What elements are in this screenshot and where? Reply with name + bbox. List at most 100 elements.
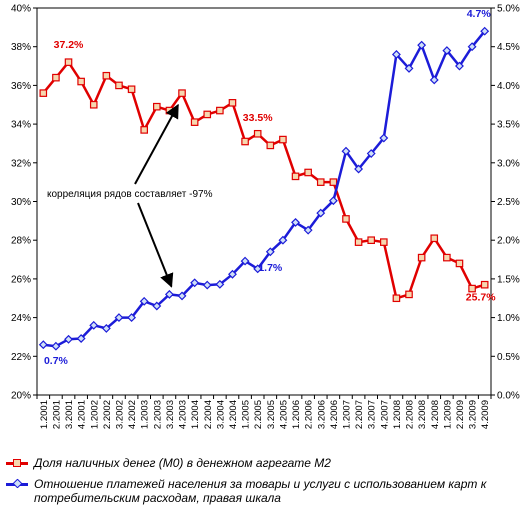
data-label: 4.7% xyxy=(467,8,492,20)
correlation-callout: корреляция рядов составляет -97% xyxy=(47,189,213,200)
data-point-card-ratio xyxy=(253,264,263,274)
x-axis-tick-label: 3.2004 xyxy=(215,400,226,429)
x-axis-tick-label: 2.2003 xyxy=(152,400,163,429)
data-label: 25.7% xyxy=(466,292,496,304)
x-axis-tick-label: 2.2009 xyxy=(455,400,466,429)
data-point-card-ratio xyxy=(152,301,162,311)
data-point-card-ratio xyxy=(38,340,48,350)
legend: Доля наличных денег (М0) в денежном агре… xyxy=(6,456,521,505)
x-axis-tick-label: 1.2005 xyxy=(241,400,252,429)
data-point-card-ratio xyxy=(404,63,414,73)
data-point-cash-share xyxy=(392,294,401,303)
data-point-card-ratio xyxy=(114,313,124,323)
legend-swatch-red xyxy=(6,456,28,470)
data-point-cash-share xyxy=(165,106,174,115)
left-axis-tick-label: 20% xyxy=(11,391,31,402)
data-point-card-ratio xyxy=(240,256,250,266)
data-point-cash-share xyxy=(405,290,413,299)
left-axis-tick-label: 30% xyxy=(11,197,31,208)
data-point-card-ratio xyxy=(455,61,464,71)
data-label: 1.7% xyxy=(258,262,283,274)
x-axis-tick-label: 2.2007 xyxy=(354,400,365,429)
data-point-cash-share xyxy=(417,253,426,262)
x-axis-tick-label: 3.2008 xyxy=(417,400,428,429)
data-point-cash-share xyxy=(203,110,212,119)
data-label: 37.2% xyxy=(54,39,84,51)
x-axis-tick-label: 1.2009 xyxy=(442,400,453,429)
x-axis-tick-label: 4.2008 xyxy=(430,400,441,429)
data-point-card-ratio xyxy=(139,296,149,306)
x-axis-tick-label: 2.2008 xyxy=(405,400,416,429)
data-point-card-ratio xyxy=(328,196,338,206)
x-axis-tick-label: 3.2005 xyxy=(266,400,277,429)
data-point-card-ratio xyxy=(379,133,389,143)
data-label: 33.5% xyxy=(243,112,273,124)
data-point-cash-share xyxy=(241,137,249,146)
data-point-cash-share xyxy=(253,129,262,138)
x-axis-tick-label: 2.2005 xyxy=(253,400,264,429)
left-axis-tick-label: 26% xyxy=(11,274,31,285)
data-point-cash-share xyxy=(89,100,98,109)
x-axis-tick-label: 2.2001 xyxy=(51,400,62,429)
data-point-cash-share xyxy=(468,284,476,293)
data-point-card-ratio xyxy=(51,341,61,351)
data-point-cash-share xyxy=(380,238,388,246)
data-point-card-ratio xyxy=(354,164,364,174)
data-point-cash-share xyxy=(430,234,439,243)
data-point-card-ratio xyxy=(190,278,200,288)
data-point-cash-share xyxy=(52,73,60,82)
data-point-card-ratio xyxy=(480,26,490,36)
data-point-cash-share xyxy=(291,172,300,181)
right-axis-tick-label: 4.0% xyxy=(497,81,520,92)
x-axis-tick-label: 2.2002 xyxy=(102,400,113,429)
left-axis-tick-label: 24% xyxy=(11,313,31,324)
data-point-card-ratio xyxy=(76,334,86,343)
right-axis-tick-label: 2.0% xyxy=(497,236,520,247)
x-axis-tick-label: 3.2006 xyxy=(316,400,327,429)
x-axis-tick-label: 1.2006 xyxy=(291,400,302,429)
data-point-cash-share xyxy=(266,141,275,150)
legend-label-cash-share: Доля наличных денег (М0) в денежном агре… xyxy=(34,456,331,470)
data-point-card-ratio xyxy=(316,208,326,218)
data-point-cash-share xyxy=(304,168,312,177)
data-point-cash-share xyxy=(316,178,325,186)
data-point-card-ratio xyxy=(417,40,427,50)
legend-swatch-blue xyxy=(6,477,28,491)
x-axis-tick-label: 1.2001 xyxy=(39,400,50,429)
x-axis-tick-label: 4.2006 xyxy=(329,400,340,429)
data-point-cash-share xyxy=(64,58,73,66)
data-point-card-ratio xyxy=(366,149,376,158)
x-axis-tick-label: 1.2002 xyxy=(89,400,100,429)
data-point-cash-share xyxy=(329,178,338,186)
data-point-card-ratio xyxy=(467,42,477,52)
x-axis-tick-label: 3.2009 xyxy=(468,400,479,429)
data-point-card-ratio xyxy=(202,280,212,290)
data-point-card-ratio xyxy=(278,235,288,245)
data-point-card-ratio xyxy=(177,291,187,301)
x-axis-tick-label: 3.2007 xyxy=(367,400,378,429)
data-point-card-ratio xyxy=(64,334,73,344)
data-point-cash-share xyxy=(178,89,186,97)
legend-label-card-ratio: Отношение платежей населения за товары и… xyxy=(34,477,487,505)
legend-item-cash-share: Доля наличных денег (М0) в денежном агре… xyxy=(6,456,521,470)
x-axis-tick-label: 4.2007 xyxy=(379,400,390,429)
right-axis-tick-label: 1.0% xyxy=(497,313,520,324)
right-axis-tick-label: 2.5% xyxy=(497,197,520,208)
x-axis-tick-label: 2.2004 xyxy=(203,400,214,429)
right-axis-tick-label: 3.5% xyxy=(497,120,520,131)
data-point-card-ratio xyxy=(164,289,174,299)
data-point-card-ratio xyxy=(265,247,275,257)
data-point-cash-share xyxy=(443,253,451,262)
left-axis-tick-label: 36% xyxy=(11,81,31,92)
right-axis-tick-label: 1.5% xyxy=(497,274,520,285)
x-axis-tick-label: 3.2002 xyxy=(114,400,125,429)
x-axis-tick-label: 4.2004 xyxy=(228,400,239,429)
data-point-card-ratio xyxy=(127,313,137,323)
data-label: 0.7% xyxy=(44,355,69,367)
data-point-cash-share xyxy=(279,135,287,144)
data-point-cash-share xyxy=(39,89,48,97)
right-axis-tick-label: 0.0% xyxy=(497,391,520,402)
data-point-cash-share xyxy=(127,85,136,94)
data-point-card-ratio xyxy=(391,49,401,59)
x-axis-tick-label: 3.2003 xyxy=(165,400,176,429)
